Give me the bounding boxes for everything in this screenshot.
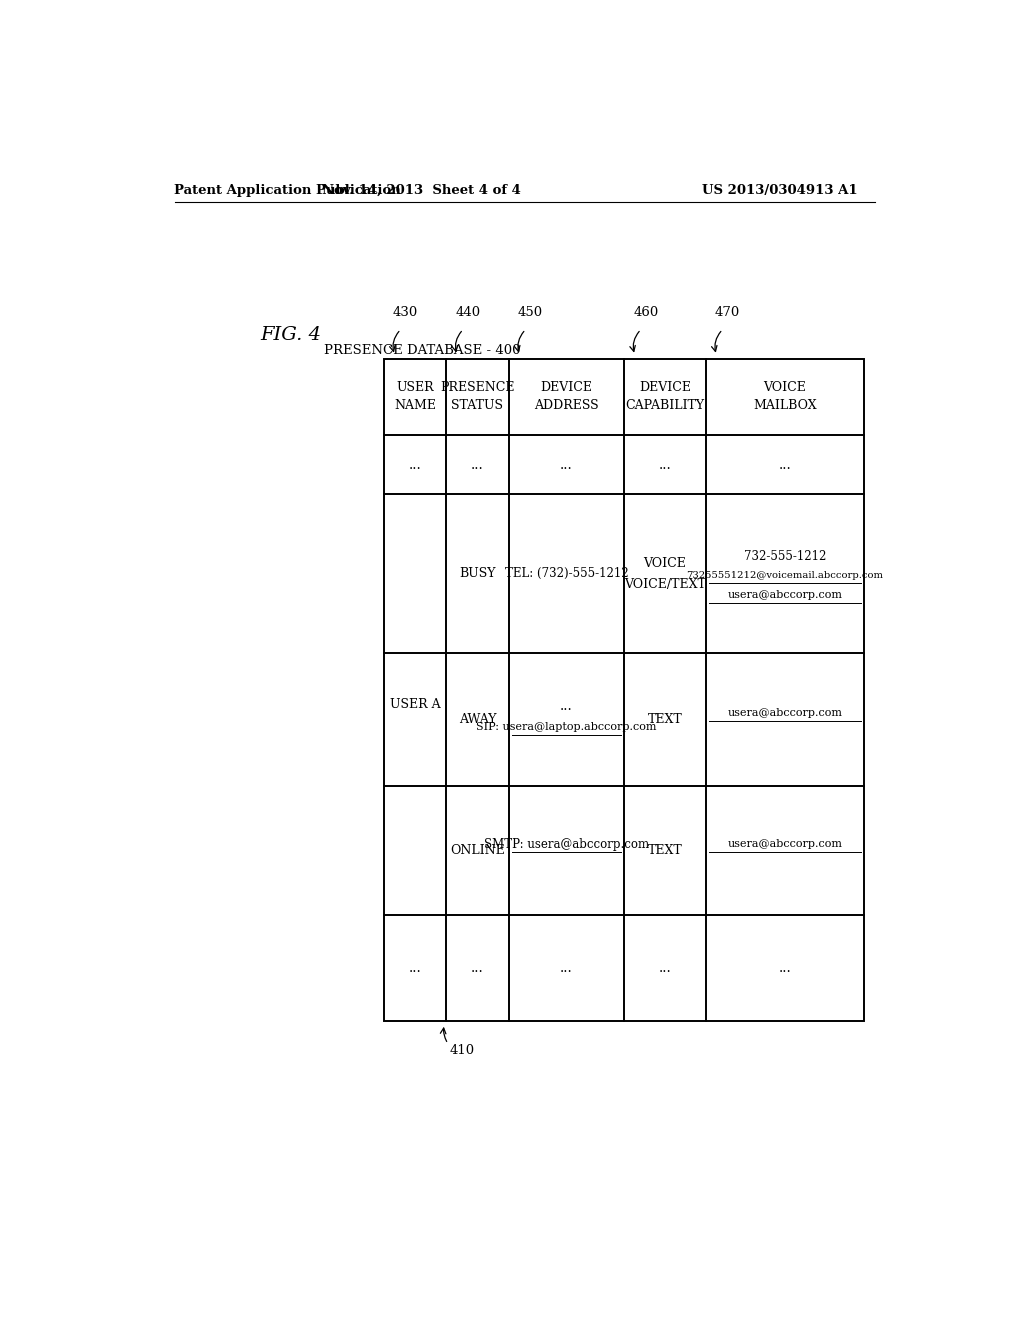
Text: 410: 410 [450, 1044, 475, 1056]
Text: TEXT: TEXT [647, 843, 682, 857]
Text: PRESENCE
STATUS: PRESENCE STATUS [440, 381, 515, 412]
Text: usera@abccorp.com: usera@abccorp.com [727, 590, 843, 601]
Text: ONLINE: ONLINE [451, 843, 505, 857]
Text: ...: ... [409, 961, 421, 975]
Text: USER A: USER A [390, 698, 440, 711]
Text: BUSY: BUSY [459, 568, 496, 581]
Text: TEL: (732)-555-1212: TEL: (732)-555-1212 [505, 568, 628, 581]
Text: AWAY: AWAY [459, 713, 497, 726]
Text: ...: ... [658, 458, 671, 471]
Text: DEVICE
CAPABILITY: DEVICE CAPABILITY [626, 381, 705, 412]
Text: ...: ... [560, 698, 572, 713]
Text: ...: ... [560, 961, 572, 975]
Text: ...: ... [471, 961, 483, 975]
Text: US 2013/0304913 A1: US 2013/0304913 A1 [701, 185, 857, 197]
Text: 460: 460 [633, 305, 658, 318]
Text: DEVICE
ADDRESS: DEVICE ADDRESS [535, 381, 599, 412]
Text: usera@abccorp.com: usera@abccorp.com [727, 709, 843, 718]
Text: VOICE
MAILBOX: VOICE MAILBOX [754, 381, 817, 412]
Text: 440: 440 [456, 305, 480, 318]
Text: TEXT: TEXT [647, 713, 682, 726]
Text: SMTP: usera@abccorp.com: SMTP: usera@abccorp.com [483, 838, 649, 850]
Text: ...: ... [409, 458, 421, 471]
Text: USER
NAME: USER NAME [394, 381, 436, 412]
Text: 470: 470 [715, 305, 740, 318]
Text: ...: ... [658, 961, 671, 975]
Text: ...: ... [778, 961, 792, 975]
Text: 450: 450 [518, 305, 543, 318]
Text: FIG. 4: FIG. 4 [260, 326, 322, 345]
Text: Patent Application Publication: Patent Application Publication [174, 185, 401, 197]
Text: usera@abccorp.com: usera@abccorp.com [727, 840, 843, 849]
Text: 732-555-1212: 732-555-1212 [743, 550, 826, 564]
Text: 73255551212@voicemail.abccorp.com: 73255551212@voicemail.abccorp.com [686, 570, 884, 579]
Text: SIP: usera@laptop.abccorp.com: SIP: usera@laptop.abccorp.com [476, 722, 656, 733]
Text: Nov. 14, 2013  Sheet 4 of 4: Nov. 14, 2013 Sheet 4 of 4 [322, 185, 520, 197]
Bar [384, 359, 864, 1020]
Text: VOICE: VOICE [643, 557, 686, 569]
Text: ...: ... [560, 458, 572, 471]
Text: PRESENCE DATABASE - 400: PRESENCE DATABASE - 400 [325, 345, 521, 358]
Text: VOICE/TEXT: VOICE/TEXT [624, 578, 706, 591]
Text: ...: ... [471, 458, 483, 471]
Text: ...: ... [778, 458, 792, 471]
Text: 430: 430 [393, 305, 418, 318]
